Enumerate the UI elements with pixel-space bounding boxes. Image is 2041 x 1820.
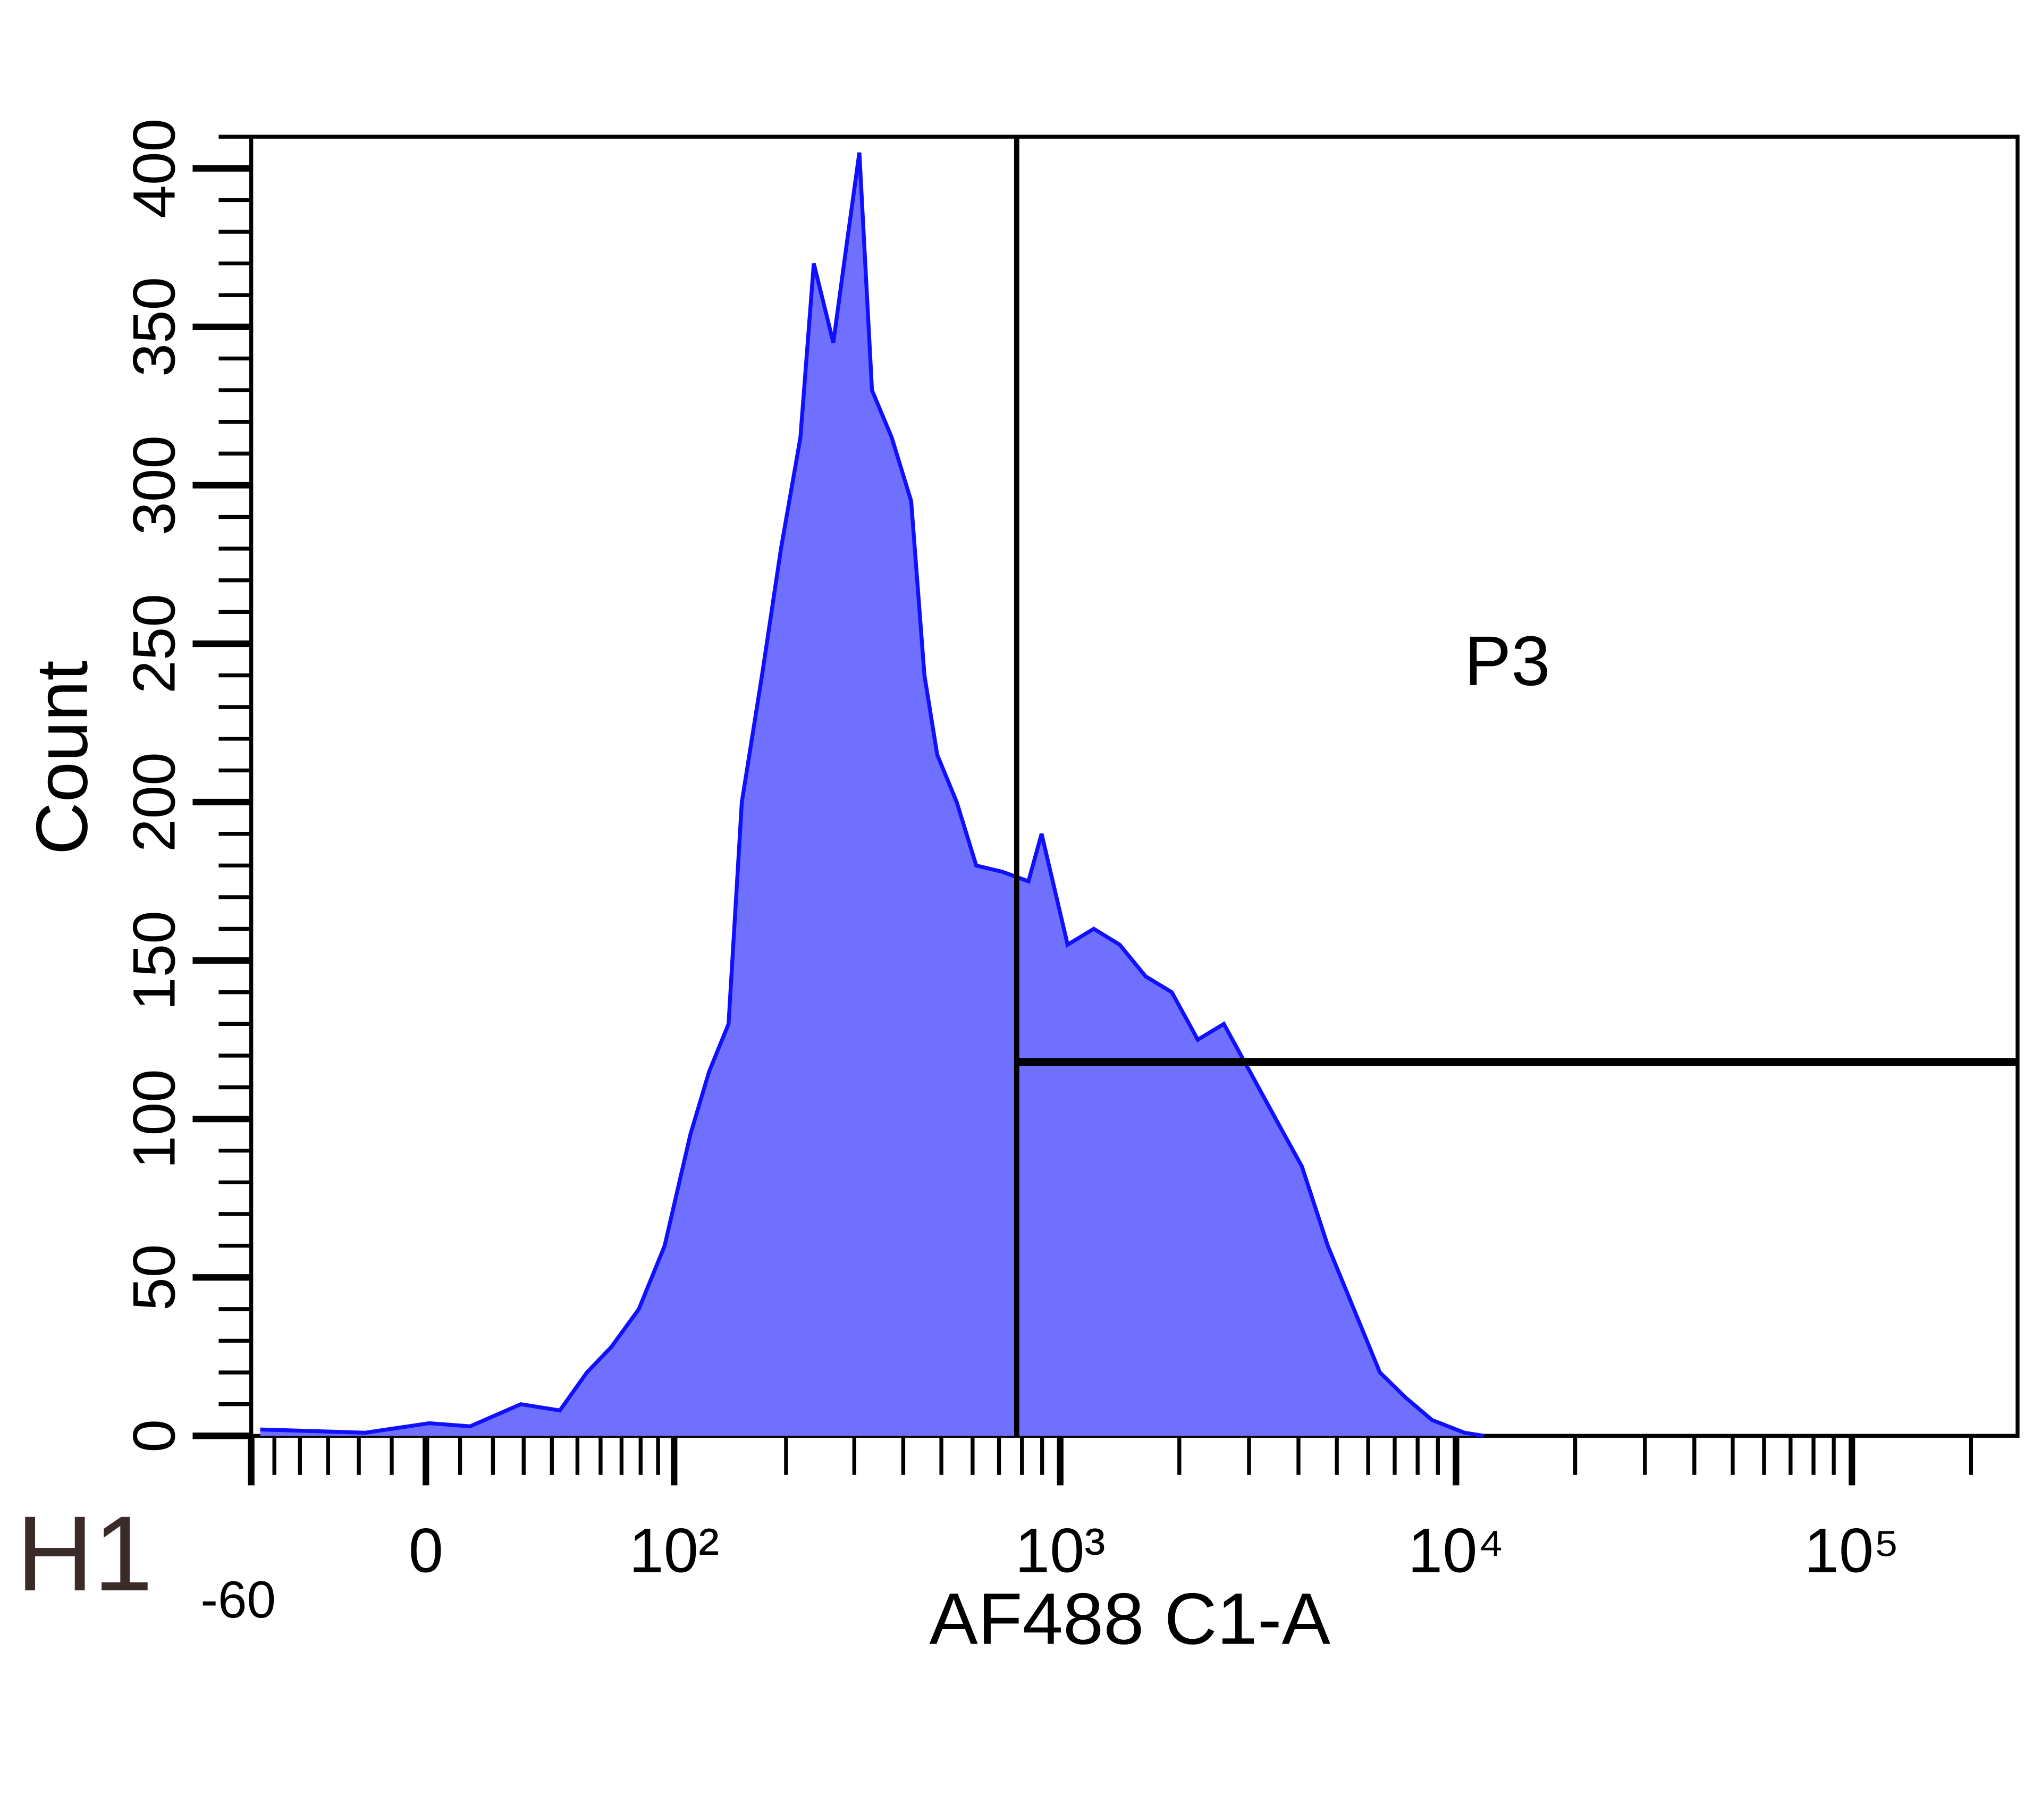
y-tick-label: 300: [121, 435, 188, 535]
y-tick-label: 400: [121, 119, 188, 218]
y-tick-label: 100: [121, 1069, 188, 1169]
x-tick-label: 10⁵: [1804, 1516, 1899, 1586]
y-tick-label: 50: [121, 1244, 188, 1311]
y-tick-label: 200: [121, 752, 188, 852]
x-tick-label: 0: [409, 1516, 443, 1586]
x-axis-label: AF488 C1-A: [929, 1579, 1330, 1660]
histogram-line: [260, 152, 1485, 1438]
y-tick-label: 350: [121, 277, 188, 377]
area-fill: [260, 153, 1484, 1436]
x-tick-label: 10⁴: [1408, 1516, 1504, 1586]
x-tick-label: -60: [200, 1570, 276, 1629]
y-tick-label: 0: [121, 1419, 188, 1453]
y-tick-label: 150: [121, 911, 188, 1010]
x-tick-label: 10²: [629, 1516, 719, 1586]
plot-label: H1: [16, 1494, 153, 1613]
x-tick-label: 10³: [1015, 1516, 1106, 1586]
gate-label: P3: [1464, 622, 1550, 701]
y-tick-label: 250: [121, 594, 188, 694]
y-axis-label: Count: [22, 660, 103, 855]
